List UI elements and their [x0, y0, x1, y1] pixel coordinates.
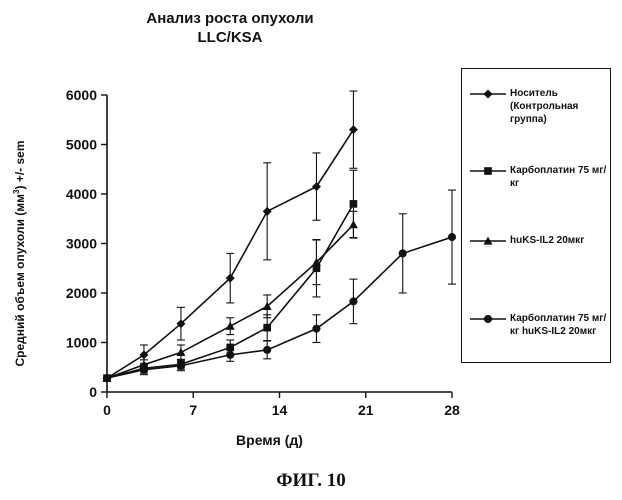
y-tick-label: 6000: [66, 87, 97, 103]
series-4: [103, 190, 456, 382]
legend: Носитель (Контрольная группа) Карбоплатин…: [461, 68, 611, 363]
series-line: [107, 237, 452, 378]
x-tick-label: 21: [358, 402, 374, 418]
legend-marker-triangle: [468, 234, 510, 248]
data-point: [349, 125, 358, 134]
data-point: [263, 207, 272, 216]
x-tick-label: 14: [272, 402, 288, 418]
y-tick-label: 2000: [66, 285, 97, 301]
legend-marker-square: [468, 164, 510, 178]
x-axis-label: Время (д): [236, 432, 303, 448]
y-tick-label: 4000: [66, 186, 97, 202]
y-tick-label: 0: [89, 384, 97, 400]
series-1: [103, 91, 358, 383]
data-point: [140, 366, 148, 374]
figure-caption: ФИГ. 10: [0, 470, 622, 492]
series-layer: [103, 91, 457, 383]
data-point: [176, 348, 185, 356]
legend-symbol: [484, 90, 493, 99]
x-tick-label: 7: [189, 402, 197, 418]
y-tick-label: 3000: [66, 236, 97, 252]
axes: [101, 95, 452, 398]
legend-label: huKS-IL2 20мкг: [510, 234, 610, 247]
y-tick-label: 5000: [66, 137, 97, 153]
data-point: [312, 325, 320, 333]
data-point: [226, 351, 234, 359]
data-point: [350, 200, 358, 208]
data-point: [263, 324, 271, 332]
data-point: [226, 322, 235, 330]
y-axis-label: Средний объем опухоли (мм3) +/- sem: [12, 140, 27, 366]
legend-symbol: [484, 315, 492, 323]
data-point: [177, 362, 185, 370]
legend-label: Носитель (Контрольная группа): [510, 87, 610, 126]
data-point: [349, 297, 357, 305]
x-tick-label: 28: [444, 402, 460, 418]
data-point: [399, 249, 407, 257]
data-point: [263, 346, 271, 354]
data-point: [312, 182, 321, 191]
legend-marker-diamond: [468, 87, 510, 101]
legend-marker-circle: [468, 312, 510, 326]
legend-label: Карбоплатин 75 мг/кг huKS-IL2 20мкг: [510, 312, 610, 338]
y-tick-label: 1000: [66, 335, 97, 351]
data-point: [349, 220, 358, 228]
legend-label: Карбоплатин 75 мг/кг: [510, 164, 610, 190]
data-point: [103, 374, 111, 382]
y-axis-label-part: ) +/- sem: [13, 140, 27, 189]
y-axis-label-part: Средний объем опухоли (мм: [13, 194, 27, 367]
legend-symbol: [484, 167, 492, 175]
data-point: [448, 233, 456, 241]
x-tick-label: 0: [103, 402, 111, 418]
